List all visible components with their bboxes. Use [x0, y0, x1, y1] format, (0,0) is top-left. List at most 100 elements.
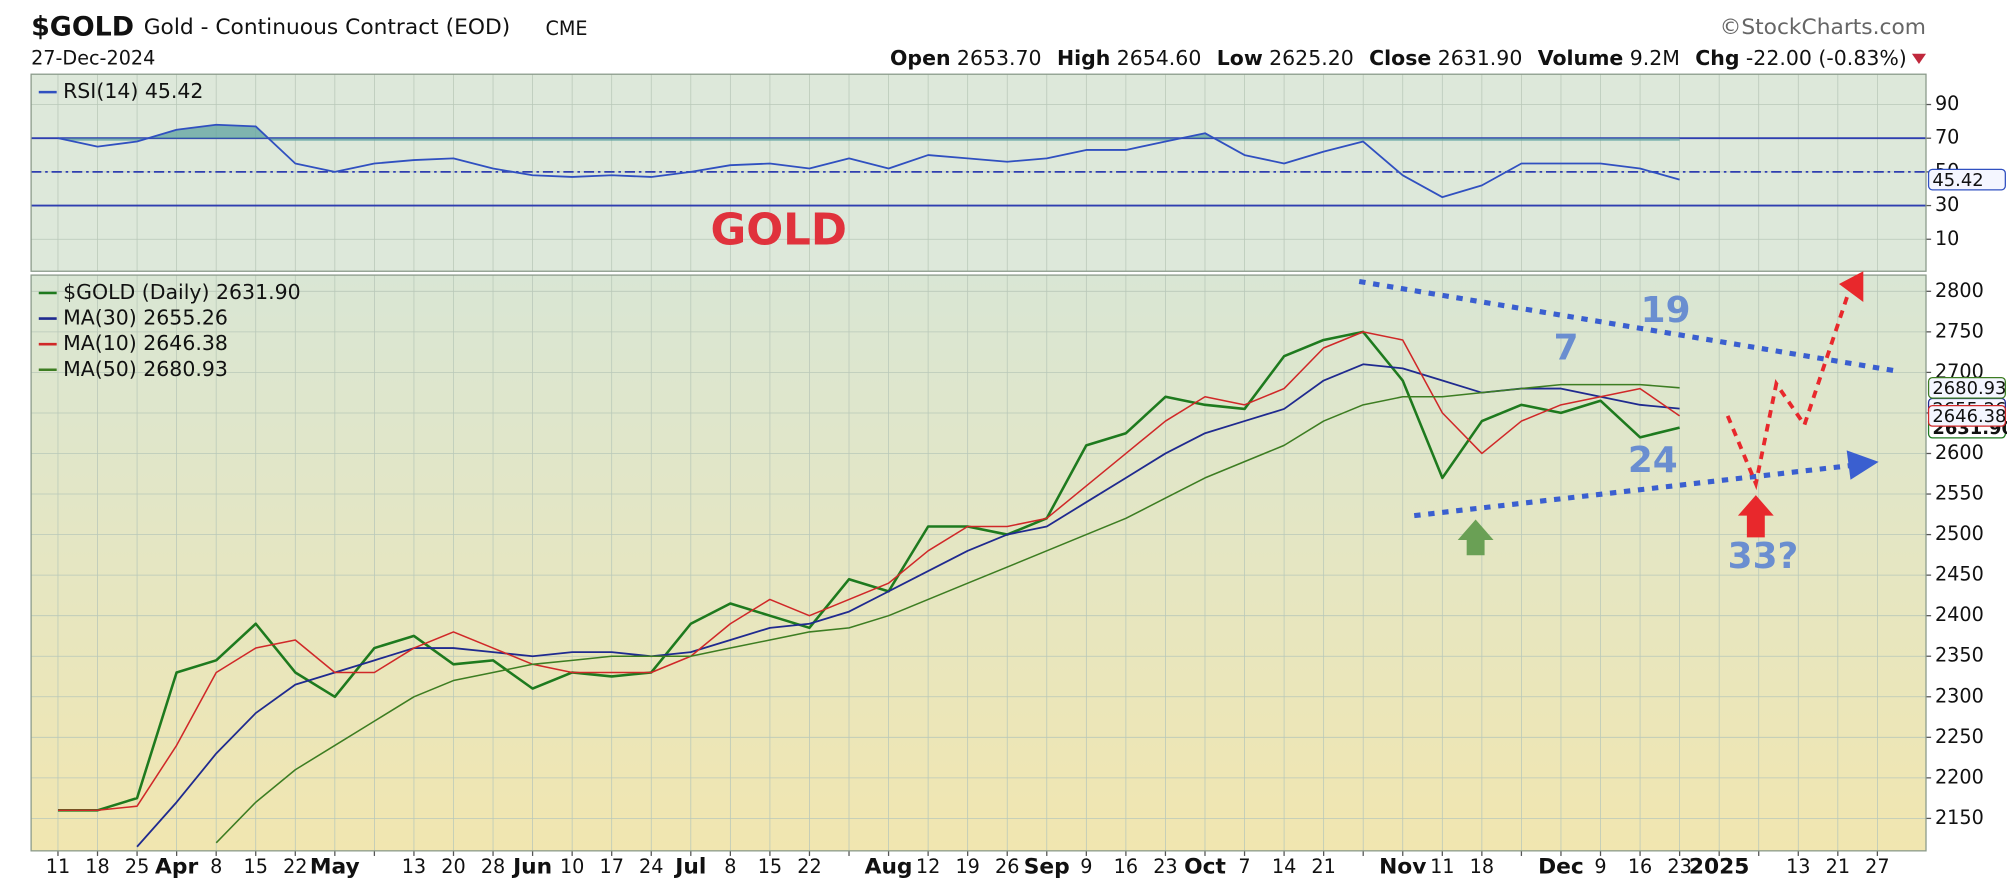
last-value-label: 2646.38: [1932, 406, 2006, 427]
x-tick-label: 19: [955, 855, 979, 878]
x-tick-label: 22: [797, 855, 821, 878]
x-tick-label: 8: [724, 855, 736, 878]
up-arrow: [1457, 519, 1494, 556]
arrow-head: [1838, 271, 1864, 302]
last-value-box: [1927, 168, 2006, 191]
x-tick-label: 13: [402, 855, 426, 878]
last-value-label: 2680.93: [1932, 378, 2006, 399]
y-tick-label: 2400: [1935, 603, 1984, 626]
x-tick-label: 22: [283, 855, 307, 878]
y-tick-label: 2750: [1935, 319, 1984, 342]
x-tick-label: 15: [244, 855, 268, 878]
exchange: CME: [545, 17, 587, 40]
quote-value: -22.00 (-0.83%): [1746, 46, 1907, 70]
y-tick-label: 2250: [1935, 725, 1984, 748]
series-line: [215, 383, 1680, 844]
quote-value: 2654.60: [1117, 46, 1202, 70]
annotation: 7: [1554, 327, 1579, 368]
quote-label: Volume: [1538, 46, 1624, 70]
legend-label: MA(30) 2655.26: [63, 306, 228, 330]
x-tick-label: 7: [1238, 855, 1250, 878]
price-panel: [31, 275, 1927, 851]
y-tick-label: 2350: [1935, 644, 1984, 667]
y-tick-label: 2500: [1935, 522, 1984, 545]
rsi-frame: [30, 73, 1927, 272]
x-tick-label: Apr: [155, 854, 198, 879]
symbol: $GOLD: [31, 12, 134, 43]
annotation: 24: [1628, 440, 1678, 481]
x-tick-label: 15: [758, 855, 782, 878]
x-tick-label: 9: [1080, 855, 1092, 878]
x-tick-label: 27: [1865, 855, 1889, 878]
last-value-box: [1927, 405, 2006, 427]
y-tick-label: 30: [1935, 193, 1959, 216]
date: 27-Dec-2024: [31, 46, 155, 69]
last-value-box: [1927, 376, 2006, 399]
x-tick-label: Oct: [1184, 854, 1226, 879]
x-tick-label: Jul: [673, 854, 706, 879]
legend-label: MA(10) 2646.38: [63, 331, 228, 355]
up-arrow: [1737, 495, 1774, 538]
quote-label: Chg: [1695, 46, 1739, 70]
x-tick-label: 9: [1594, 855, 1606, 878]
y-tick-label: 90: [1935, 92, 1959, 115]
x-tick-label: 25: [125, 855, 149, 878]
y-tick-label: 2550: [1935, 482, 1984, 505]
arrow-head: [1846, 450, 1879, 480]
series-line: [57, 123, 1680, 199]
x-tick-label: Dec: [1538, 854, 1584, 879]
x-tick-label: 26: [995, 855, 1019, 878]
last-value-label: 45.42: [1932, 170, 1983, 191]
plot-layer: 11 18 25 Apr 8 15 22 May 13 20 28 Jun 10 17 24 Jul 8 15 22…: [31, 74, 2007, 879]
legend-label: MA(50) 2680.93: [63, 357, 228, 381]
x-tick-label: 20: [441, 855, 465, 878]
x-tick-label: 11: [46, 855, 70, 878]
x-tick-label: 18: [85, 855, 109, 878]
y-tick-label: 2450: [1935, 563, 1984, 586]
x-tick-label: 23: [1153, 855, 1177, 878]
y-tick-label: 2600: [1935, 441, 1984, 464]
series-line: [57, 331, 1681, 812]
y-tick-label: 2300: [1935, 684, 1984, 707]
annotation: GOLD: [711, 205, 848, 255]
legend-label: RSI(14) 45.42: [63, 79, 203, 103]
quote-value: 9.2M: [1630, 46, 1680, 70]
quote-label: Close: [1369, 46, 1431, 70]
x-tick-label: 12: [916, 855, 940, 878]
series-line: [136, 363, 1680, 848]
annotation: 19: [1641, 290, 1691, 331]
x-tick-label: 21: [1311, 855, 1335, 878]
x-tick-label: 2025: [1689, 854, 1750, 879]
quote-value: 2631.90: [1438, 46, 1523, 70]
quote: Open 2653.70 High 2654.60 Low 2625.20 Close 263…: [890, 46, 1907, 70]
source: ©StockCharts.com: [1720, 15, 1926, 40]
x-tick-label: May: [310, 854, 360, 879]
x-tick-label: 28: [481, 855, 505, 878]
price-frame: [30, 274, 1927, 852]
instrument-name: Gold - Continuous Contract (EOD): [144, 15, 511, 40]
trend-line: [1413, 463, 1850, 519]
x-tick-label: Sep: [1024, 854, 1070, 879]
quote-value: 2653.70: [957, 46, 1042, 70]
y-tick-label: 2150: [1935, 806, 1984, 829]
legend-label: $GOLD (Daily) 2631.90: [63, 280, 301, 304]
x-tick-label: 16: [1114, 855, 1138, 878]
quote-label: Open: [890, 46, 951, 70]
x-tick-label: 16: [1628, 855, 1652, 878]
x-tick-label: Nov: [1379, 854, 1426, 879]
x-tick-label: Jun: [511, 854, 552, 879]
quote-value: 2625.20: [1269, 46, 1354, 70]
projection: [1725, 293, 1850, 491]
y-tick-label: 2800: [1935, 279, 1984, 302]
x-tick-label: 14: [1272, 855, 1296, 878]
trend-line: [1358, 278, 1897, 374]
quote-label: High: [1057, 46, 1110, 70]
quote-label: Low: [1217, 46, 1263, 70]
x-tick-label: 18: [1470, 855, 1494, 878]
y-tick-label: 10: [1935, 227, 1959, 250]
y-tick-label: 2200: [1935, 765, 1984, 788]
annotation: 33?: [1728, 536, 1799, 577]
x-tick-label: 21: [1826, 855, 1850, 878]
